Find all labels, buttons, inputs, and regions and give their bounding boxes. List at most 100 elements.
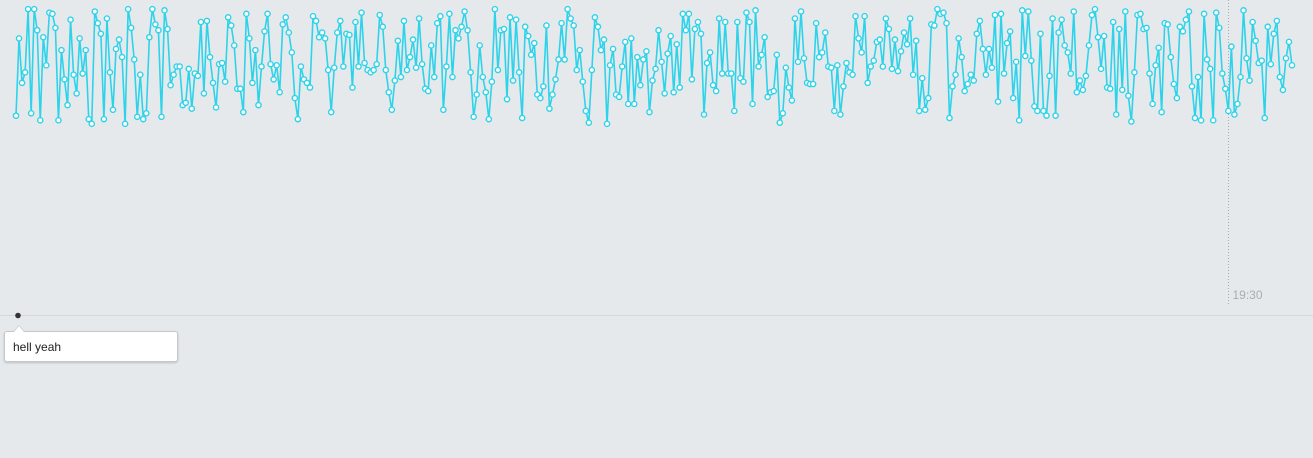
data-point[interactable] <box>212 104 220 111</box>
data-point[interactable] <box>327 108 335 116</box>
data-point[interactable] <box>443 63 450 70</box>
data-point[interactable] <box>1261 114 1269 122</box>
data-point[interactable] <box>149 5 156 13</box>
data-point[interactable] <box>1279 86 1287 94</box>
data-point[interactable] <box>915 107 923 115</box>
data-point[interactable] <box>240 108 247 116</box>
data-point[interactable] <box>894 67 902 75</box>
data-point[interactable] <box>740 78 747 86</box>
data-point[interactable] <box>1240 7 1247 14</box>
data-point[interactable] <box>1015 117 1023 124</box>
data-point[interactable] <box>1061 42 1068 49</box>
data-point[interactable] <box>1249 18 1256 26</box>
data-point[interactable] <box>503 95 511 103</box>
data-point[interactable] <box>139 115 147 123</box>
data-point[interactable] <box>1218 70 1226 77</box>
data-point[interactable] <box>127 24 135 32</box>
data-point[interactable] <box>631 100 638 108</box>
data-point[interactable] <box>834 62 841 69</box>
data-point[interactable] <box>1055 29 1062 36</box>
data-point[interactable] <box>640 56 647 63</box>
data-point[interactable] <box>121 120 129 128</box>
data-point[interactable] <box>643 47 650 55</box>
data-point[interactable] <box>1006 28 1014 35</box>
data-point[interactable] <box>712 87 720 95</box>
data-point[interactable] <box>882 15 890 22</box>
data-point[interactable] <box>1009 94 1017 102</box>
data-point[interactable] <box>1285 38 1293 46</box>
data-point[interactable] <box>946 114 953 122</box>
data-point[interactable] <box>437 12 444 20</box>
data-point[interactable] <box>1094 33 1102 41</box>
data-point[interactable] <box>1043 112 1050 119</box>
data-point[interactable] <box>585 119 593 126</box>
data-point[interactable] <box>791 15 799 22</box>
data-point[interactable] <box>1025 8 1032 15</box>
data-point[interactable] <box>931 22 938 29</box>
data-point[interactable] <box>843 59 850 67</box>
data-point[interactable] <box>1234 100 1241 108</box>
data-point[interactable] <box>1258 57 1265 64</box>
data-point[interactable] <box>1228 43 1235 50</box>
data-point[interactable] <box>637 81 644 89</box>
data-point[interactable] <box>555 56 562 63</box>
data-point[interactable] <box>312 17 320 25</box>
data-point[interactable] <box>70 71 77 78</box>
data-point[interactable] <box>464 26 471 34</box>
data-point[interactable] <box>794 58 802 66</box>
data-point[interactable] <box>1058 16 1065 24</box>
data-point[interactable] <box>236 85 244 93</box>
data-point[interactable] <box>1031 102 1038 110</box>
data-point[interactable] <box>1231 111 1238 118</box>
data-point[interactable] <box>840 83 847 90</box>
data-point[interactable] <box>1170 80 1178 88</box>
data-point[interactable] <box>1091 5 1099 13</box>
data-point[interactable] <box>1273 17 1281 25</box>
data-point[interactable] <box>109 106 117 114</box>
data-point[interactable] <box>43 62 50 69</box>
data-point[interactable] <box>39 33 47 41</box>
data-point[interactable] <box>476 42 484 49</box>
data-point[interactable] <box>21 69 29 76</box>
data-point[interactable] <box>1100 32 1108 40</box>
data-point[interactable] <box>521 23 529 31</box>
data-point[interactable] <box>876 36 884 43</box>
data-point[interactable] <box>1085 42 1093 49</box>
data-point[interactable] <box>797 8 805 15</box>
data-point[interactable] <box>1067 70 1075 77</box>
data-point[interactable] <box>1052 112 1059 119</box>
data-point[interactable] <box>1021 52 1029 60</box>
data-point[interactable] <box>1122 8 1129 15</box>
data-point[interactable] <box>624 100 632 108</box>
data-point[interactable] <box>33 26 41 34</box>
data-point[interactable] <box>752 7 759 14</box>
data-point[interactable] <box>706 49 714 56</box>
data-point[interactable] <box>1125 92 1132 100</box>
data-point[interactable] <box>273 62 280 69</box>
data-point[interactable] <box>449 73 456 81</box>
data-point[interactable] <box>370 66 377 74</box>
data-point[interactable] <box>649 77 656 84</box>
data-point[interactable] <box>1070 8 1078 15</box>
data-point[interactable] <box>685 10 693 18</box>
data-point[interactable] <box>1188 83 1196 90</box>
data-point[interactable] <box>373 60 380 68</box>
data-point[interactable] <box>812 19 820 27</box>
data-point[interactable] <box>524 32 532 40</box>
data-point[interactable] <box>952 71 959 78</box>
data-point[interactable] <box>321 35 329 42</box>
data-point[interactable] <box>61 76 68 83</box>
data-point[interactable] <box>934 5 941 13</box>
data-point[interactable] <box>482 88 490 96</box>
data-point[interactable] <box>1167 53 1175 61</box>
data-point[interactable] <box>879 63 887 70</box>
data-point[interactable] <box>430 73 438 81</box>
data-point[interactable] <box>549 91 556 98</box>
data-point[interactable] <box>452 26 459 34</box>
data-point[interactable] <box>318 29 326 36</box>
data-point[interactable] <box>561 56 568 63</box>
data-point[interactable] <box>731 107 738 115</box>
data-point[interactable] <box>885 25 893 33</box>
data-point[interactable] <box>849 71 856 78</box>
data-point[interactable] <box>361 59 368 67</box>
